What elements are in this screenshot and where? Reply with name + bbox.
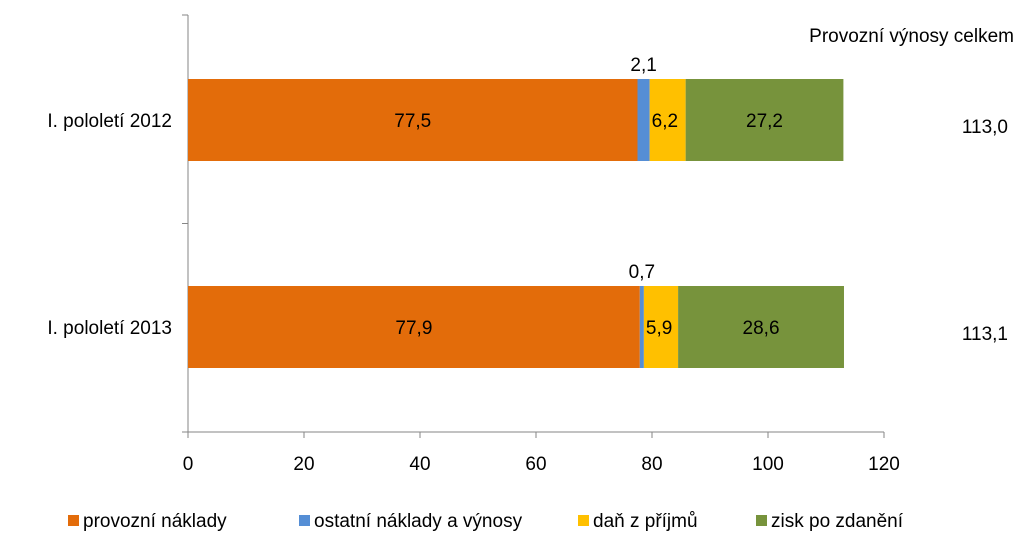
legend-label: provozní náklady: [83, 511, 227, 532]
bar-segment: [678, 286, 844, 368]
x-tick-label: 80: [641, 454, 662, 475]
data-label: 5,9: [646, 318, 672, 339]
x-tick-label: 0: [183, 454, 194, 475]
total-value: 113,0: [962, 117, 1008, 138]
data-label: 77,5: [394, 111, 431, 132]
x-tick-label: 60: [525, 454, 546, 475]
legend-swatch: [299, 515, 310, 526]
data-label: 0,7: [629, 262, 655, 283]
legend-swatch: [756, 515, 767, 526]
bar-segment: [188, 79, 638, 161]
data-label: 28,6: [743, 318, 780, 339]
legend-label: ostatní náklady a výnosy: [314, 511, 523, 532]
bar-segment: [639, 286, 644, 368]
bar-segment: [685, 79, 844, 161]
category-label: I. pololetí 2013: [47, 318, 172, 339]
bar-segment: [649, 79, 686, 161]
totals: Provozní výnosy celkem 113,0 113,1: [809, 26, 1014, 345]
data-label: 2,1: [630, 55, 656, 76]
bars: 77,5 2,1 6,2 27,2 77,9 0,7 5,9 28,6: [188, 55, 844, 368]
legend-label: daň z příjmů: [593, 511, 698, 532]
legend: provozní náklady ostatní náklady a výnosy…: [68, 511, 904, 532]
data-label: 6,2: [652, 111, 678, 132]
category-labels: I. pololetí 2012 I. pololetí 2013: [47, 111, 172, 339]
x-tick-label: 20: [293, 454, 314, 475]
category-label: I. pololetí 2012: [47, 111, 172, 132]
legend-swatch: [578, 515, 589, 526]
axes: 0 20 40 60 80 100 120: [182, 14, 900, 475]
data-label: 77,9: [395, 318, 432, 339]
x-tick-label: 40: [409, 454, 430, 475]
legend-swatch: [68, 515, 79, 526]
x-tick-label: 100: [752, 454, 784, 475]
bar-segment: [188, 286, 640, 368]
data-label: 27,2: [746, 111, 783, 132]
bar-segment: [643, 286, 679, 368]
x-tick-label: 120: [868, 454, 900, 475]
total-value: 113,1: [962, 324, 1008, 345]
bar-segment: [637, 79, 650, 161]
totals-header: Provozní výnosy celkem: [809, 26, 1014, 47]
legend-label: zisk po zdanění: [771, 511, 904, 532]
